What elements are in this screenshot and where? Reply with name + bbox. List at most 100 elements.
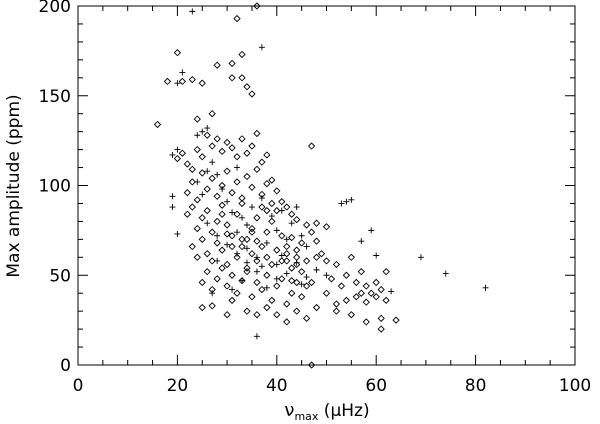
- diamond-point: [228, 242, 236, 251]
- diamond-point: [238, 235, 246, 243]
- x-axis-subscript: max: [294, 410, 318, 423]
- diamond-point: [248, 250, 256, 258]
- plus-point: [273, 261, 280, 268]
- plus-point: [214, 257, 221, 264]
- plus-point: [293, 259, 300, 266]
- y-tick-label: 0: [60, 356, 71, 376]
- diamond-point: [253, 165, 261, 173]
- diamond-point: [238, 50, 246, 59]
- diamond-point: [243, 268, 251, 276]
- diamond-point: [238, 199, 246, 208]
- diamond-point: [283, 318, 291, 326]
- y-axis-title: Max amplitude (ppm): [4, 94, 24, 277]
- diamond-point: [198, 169, 206, 177]
- diamond-point: [372, 293, 380, 301]
- diamond-point: [208, 142, 216, 150]
- diamond-point: [198, 153, 206, 161]
- diamond-point: [253, 257, 261, 265]
- diamond-point: [218, 210, 226, 218]
- plus-point: [263, 239, 270, 246]
- diamond-point: [253, 237, 261, 245]
- plus-point: [253, 268, 260, 275]
- plus-point: [373, 252, 380, 259]
- diamond-point: [233, 253, 241, 261]
- diamond-point: [233, 210, 241, 218]
- diamond-point: [193, 196, 201, 204]
- diamond-point: [268, 260, 276, 269]
- diamond-point: [198, 278, 206, 287]
- diamond-point: [307, 278, 316, 287]
- diamond-point: [293, 278, 301, 287]
- plus-point: [194, 132, 201, 139]
- plus-point: [442, 270, 449, 277]
- diamond-point: [278, 198, 286, 206]
- diamond-point: [203, 185, 211, 193]
- plus-point: [199, 191, 206, 198]
- diamond-point: [337, 282, 346, 290]
- plus-point: [234, 250, 241, 257]
- diamond-point: [253, 2, 261, 10]
- diamond-point: [273, 206, 281, 215]
- diamond-point: [327, 275, 336, 283]
- diamond-point: [228, 271, 236, 279]
- diamond-point: [188, 242, 196, 251]
- diamond-point: [243, 235, 251, 243]
- diamond-point: [283, 300, 291, 308]
- diamond-point: [193, 115, 201, 123]
- plus-point: [219, 186, 226, 193]
- plus-point: [234, 229, 241, 236]
- diamond-point: [302, 257, 311, 265]
- diamond-point: [342, 296, 351, 305]
- plus-point: [169, 193, 176, 200]
- diamond-point: [208, 302, 216, 310]
- diamond-point: [312, 219, 321, 227]
- diamond-point: [173, 49, 182, 57]
- diamond-point: [183, 210, 191, 218]
- axis-ticks: [77, 5, 576, 366]
- plus-point: [174, 230, 181, 237]
- plus-point: [204, 125, 211, 132]
- diamond-point: [233, 178, 241, 186]
- diamond-point: [223, 138, 231, 147]
- diamond-point: [293, 307, 301, 315]
- diamond-point: [248, 183, 256, 191]
- diamond-point: [273, 246, 281, 254]
- y-tick-label: 200: [39, 0, 71, 17]
- diamond-point: [332, 300, 341, 308]
- diamond-point: [223, 230, 231, 238]
- diamond-point: [193, 253, 201, 261]
- diamond-point: [367, 289, 375, 297]
- plus-point: [417, 254, 424, 261]
- diamond-point: [193, 145, 201, 154]
- diamond-point: [332, 307, 341, 315]
- diamond-point: [213, 275, 221, 283]
- diamond-point: [263, 151, 271, 159]
- diamond-point: [208, 174, 216, 182]
- diamond-point: [372, 278, 380, 287]
- diamond-point: [302, 314, 311, 322]
- plus-point: [283, 236, 290, 243]
- diamond-point: [198, 235, 206, 243]
- plus-point: [358, 238, 365, 245]
- diamond-point: [248, 293, 256, 301]
- diamond-point: [238, 74, 246, 82]
- diamond-point: [208, 257, 216, 265]
- diamond-point: [243, 307, 251, 315]
- diamond-point: [258, 285, 266, 294]
- x-tick-labels: 0 20 40 60 80 100: [73, 376, 592, 396]
- diamond-point: [258, 203, 266, 211]
- diamond-point: [352, 293, 360, 301]
- plus-point: [224, 198, 231, 205]
- diamond-point: [288, 276, 296, 285]
- diamond-point: [243, 172, 251, 181]
- diamond-point: [213, 192, 221, 200]
- diamond-point: [228, 232, 236, 240]
- plus-point: [174, 80, 181, 87]
- diamond-point: [293, 246, 301, 254]
- plus-point: [204, 168, 211, 175]
- plus-point: [482, 284, 489, 291]
- data-points: [153, 2, 489, 369]
- diamond-point: [208, 228, 216, 236]
- diamond-point: [317, 250, 326, 258]
